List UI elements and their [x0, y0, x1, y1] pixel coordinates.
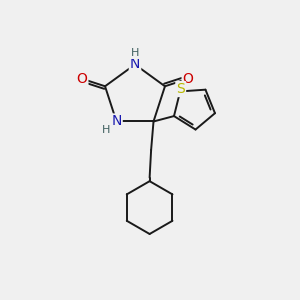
Text: S: S: [176, 82, 185, 96]
Text: O: O: [76, 72, 87, 86]
Text: N: N: [130, 58, 140, 71]
Text: H: H: [131, 48, 139, 58]
Text: H: H: [101, 125, 110, 135]
Text: O: O: [183, 72, 194, 86]
Text: N: N: [111, 115, 122, 128]
